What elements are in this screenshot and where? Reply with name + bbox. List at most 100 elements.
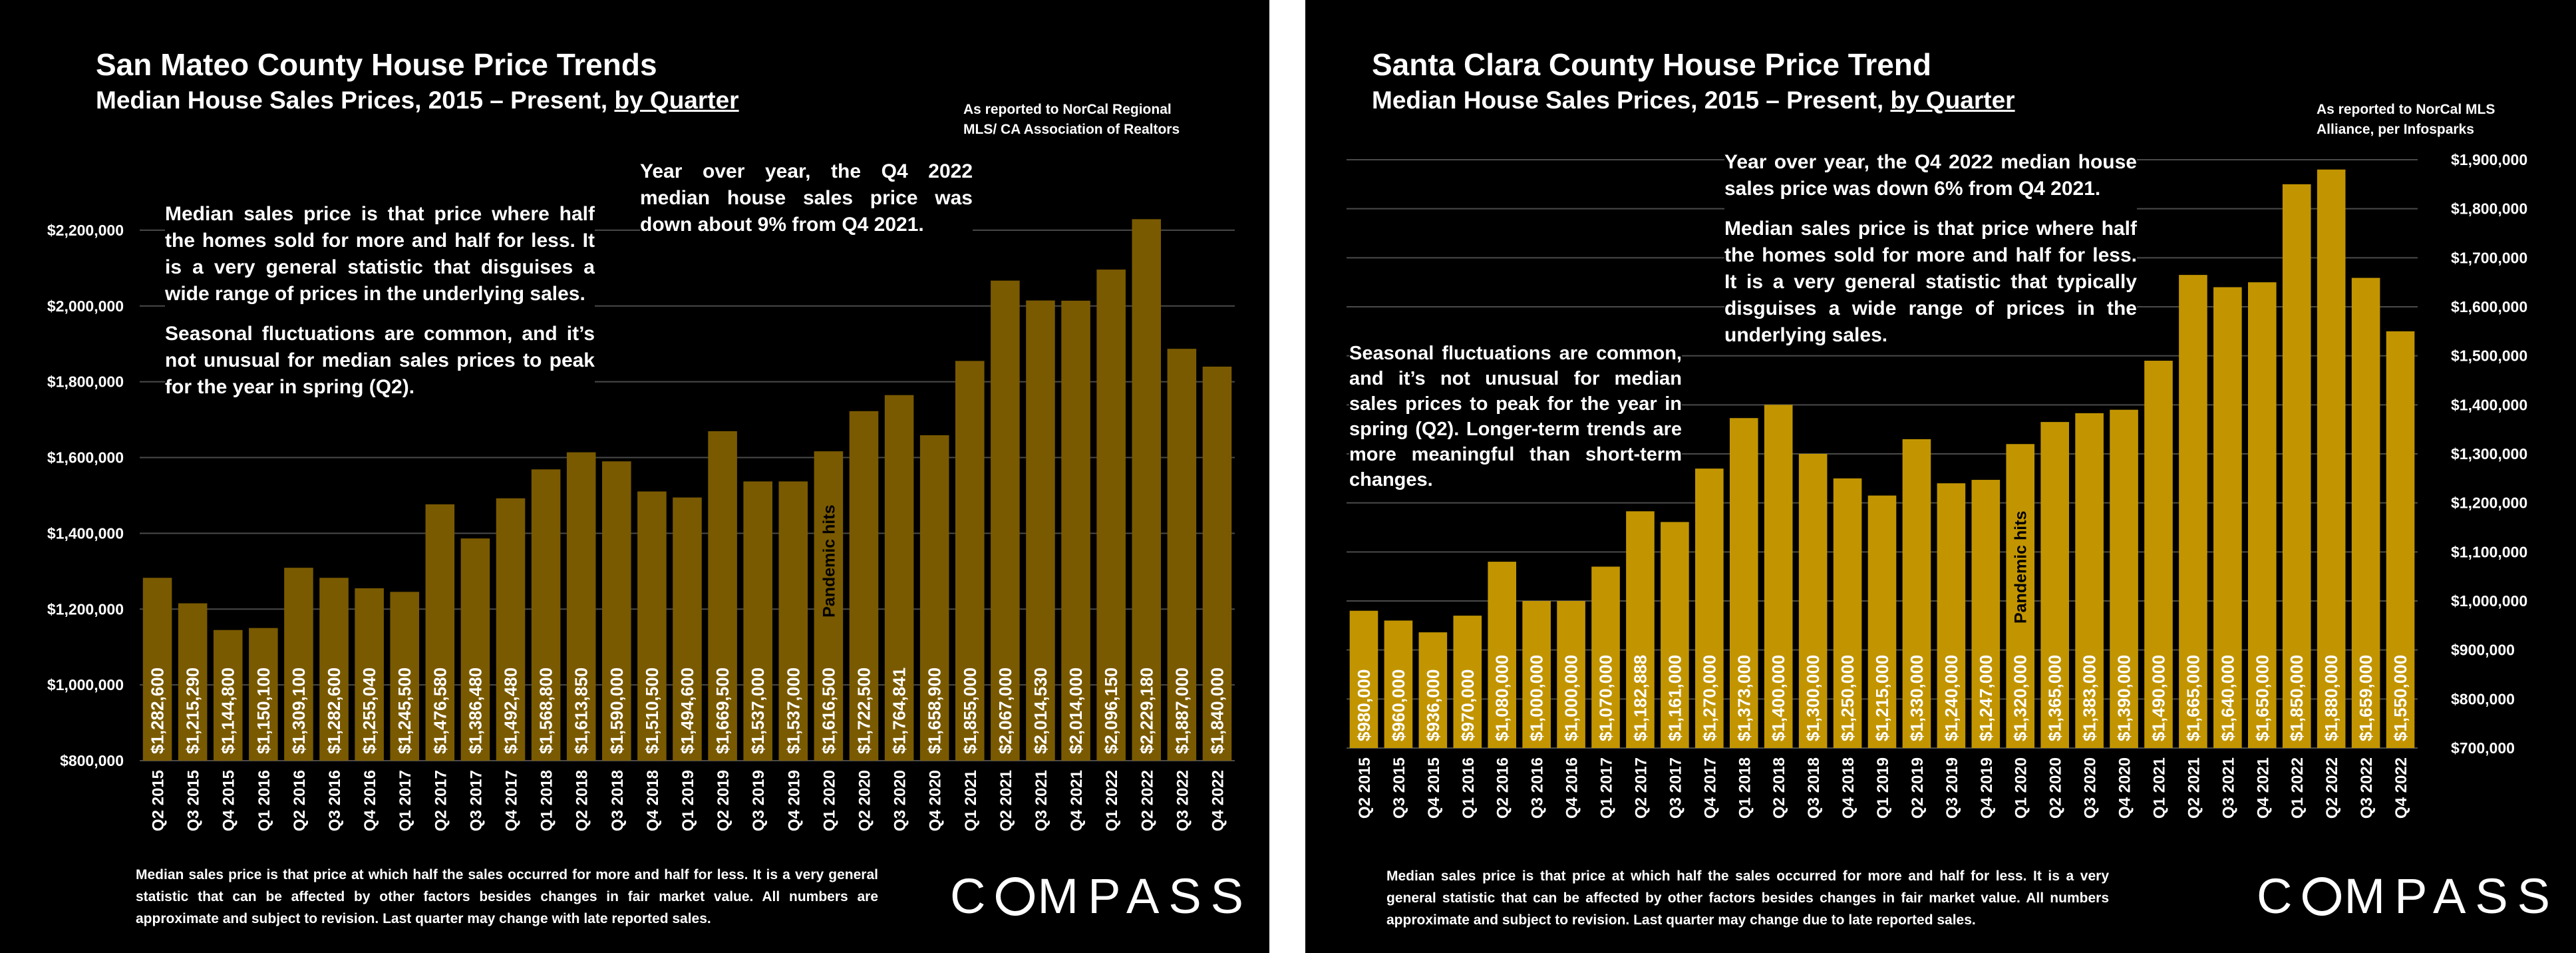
x-tick-label: Q4 2020 — [927, 770, 945, 831]
bar — [2040, 422, 2069, 748]
x-tick-label: Q3 2015 — [185, 770, 203, 831]
logo-circle-glyph — [996, 877, 1035, 916]
yoy-change-text: Year over year, the Q4 2022 median house… — [1724, 151, 2137, 200]
bar — [1132, 219, 1162, 761]
x-tick-label: Q4 2021 — [1068, 770, 1086, 831]
x-tick-label: Q1 2019 — [1874, 757, 1892, 819]
bar-value-label: $1,616,500 — [818, 667, 838, 754]
bar-value-label: $1,373,000 — [1734, 655, 1754, 741]
bar-value-label: $1,492,480 — [501, 667, 521, 754]
bar-value-label: $1,282,600 — [148, 667, 168, 754]
y-tick-label: $1,000,000 — [47, 676, 124, 693]
y-tick-label: $1,200,000 — [47, 600, 124, 618]
bar-value-label: $936,000 — [1423, 669, 1443, 741]
bar — [566, 452, 596, 761]
bar-value-label: $1,658,900 — [925, 667, 945, 754]
compass-logo: C MPASS — [950, 868, 1253, 924]
bar — [1902, 439, 1931, 748]
x-tick-label: Q3 2017 — [467, 770, 485, 831]
bar — [743, 481, 772, 761]
bar — [284, 568, 313, 761]
x-tick-label: Q2 2021 — [997, 770, 1015, 831]
median-explanation-box: Median sales price is that price where h… — [165, 201, 595, 401]
compass-logo: C MPASS — [2257, 868, 2560, 924]
x-tick-label: Q2 2020 — [2047, 757, 2065, 819]
bar — [955, 361, 985, 761]
yoy-change-text: Year over year, the Q4 2022 median house… — [640, 160, 973, 236]
y-tick-label: $1,000,000 — [2451, 592, 2527, 610]
bar — [708, 431, 737, 761]
bar-value-label: $1,215,000 — [1872, 655, 1892, 741]
bar — [319, 578, 349, 761]
subtitle-underlined: by Quarter — [614, 87, 739, 114]
y-tick-label: $1,500,000 — [2451, 347, 2527, 365]
x-tick-label: Q2 2017 — [1632, 757, 1650, 819]
bar-value-label: $2,014,000 — [1066, 667, 1086, 754]
bar — [1167, 349, 1197, 761]
x-tick-label: Q3 2022 — [1174, 770, 1192, 831]
bar-value-label: $1,400,000 — [1768, 655, 1788, 741]
bar — [637, 491, 667, 761]
bar — [919, 435, 949, 761]
bar — [1522, 601, 1551, 748]
bar-value-label: $1,300,000 — [1803, 655, 1823, 741]
bar — [1833, 478, 1862, 748]
bar — [1096, 270, 1126, 761]
bar — [2110, 409, 2138, 748]
x-tick-label: Q1 2018 — [1736, 757, 1754, 819]
bar — [1557, 601, 1585, 748]
y-tick-label: $900,000 — [2451, 642, 2515, 659]
x-tick-label: Q3 2019 — [750, 770, 768, 831]
data-source-note: As reported to NorCal Regional MLS/ CA A… — [963, 100, 1180, 140]
x-tick-label: Q4 2016 — [361, 770, 379, 831]
bar-value-label: $2,229,180 — [1136, 667, 1156, 754]
y-tick-label: $1,900,000 — [2451, 151, 2527, 168]
source-line: Alliance, per Infosparks — [2317, 122, 2474, 137]
bar-value-label: $1,144,800 — [218, 667, 238, 754]
x-tick-label: Q3 2016 — [1529, 757, 1547, 819]
bar-value-label: $1,590,000 — [607, 667, 627, 754]
bar-value-label: $1,390,000 — [2114, 655, 2134, 741]
bar-value-label: $1,510,500 — [642, 667, 662, 754]
bar — [1661, 522, 1689, 748]
x-tick-label: Q2 2018 — [573, 770, 591, 831]
bar — [355, 588, 384, 761]
data-source-note: As reported to NorCal MLS Alliance, per … — [2317, 100, 2495, 140]
x-tick-label: Q2 2015 — [1356, 757, 1374, 819]
bar-value-label: $1,000,000 — [1561, 655, 1581, 741]
x-tick-label: Q4 2019 — [1978, 757, 1996, 819]
subtitle-text: Median House Sales Prices, 2015 – Presen… — [96, 87, 615, 114]
x-tick-label: Q1 2017 — [397, 770, 414, 831]
x-tick-label: Q2 2017 — [432, 770, 450, 831]
median-explanation-text: Median sales price is that price where h… — [165, 203, 595, 305]
bar — [673, 497, 702, 761]
x-tick-label: Q1 2022 — [2289, 757, 2307, 819]
bar — [1453, 616, 1482, 748]
bar-value-label: $1,880,000 — [2321, 655, 2341, 741]
x-tick-label: Q1 2021 — [2150, 757, 2168, 819]
x-tick-label: Q1 2019 — [679, 770, 697, 831]
x-tick-label: Q2 2015 — [150, 770, 168, 831]
x-tick-label: Q3 2021 — [1033, 770, 1050, 831]
x-tick-label: Q2 2016 — [1494, 757, 1512, 819]
x-tick-label: Q1 2016 — [1460, 757, 1478, 819]
bar-value-label: $1,659,000 — [2356, 655, 2376, 741]
yoy-and-median-box: Year over year, the Q4 2022 median house… — [1724, 149, 2137, 349]
bar-value-label: $1,537,000 — [783, 667, 803, 754]
bar-value-label: $1,247,000 — [1976, 655, 1996, 741]
bar-value-label: $1,840,000 — [1207, 667, 1227, 754]
x-tick-label: Q4 2018 — [1840, 757, 1857, 819]
bar-value-label: $1,855,000 — [960, 667, 980, 754]
y-tick-label: $1,400,000 — [2451, 396, 2527, 413]
bar — [2179, 275, 2207, 748]
bar — [2386, 331, 2415, 748]
bar — [425, 504, 455, 761]
bar — [460, 538, 490, 761]
y-tick-label: $2,000,000 — [47, 297, 124, 315]
bar — [1626, 511, 1655, 748]
y-tick-label: $1,800,000 — [2451, 200, 2527, 218]
x-tick-label: Q3 2020 — [891, 770, 909, 831]
y-tick-label: $1,100,000 — [2451, 543, 2527, 560]
x-tick-label: Q1 2021 — [962, 770, 980, 831]
bar-value-label: $1,255,040 — [359, 667, 379, 754]
